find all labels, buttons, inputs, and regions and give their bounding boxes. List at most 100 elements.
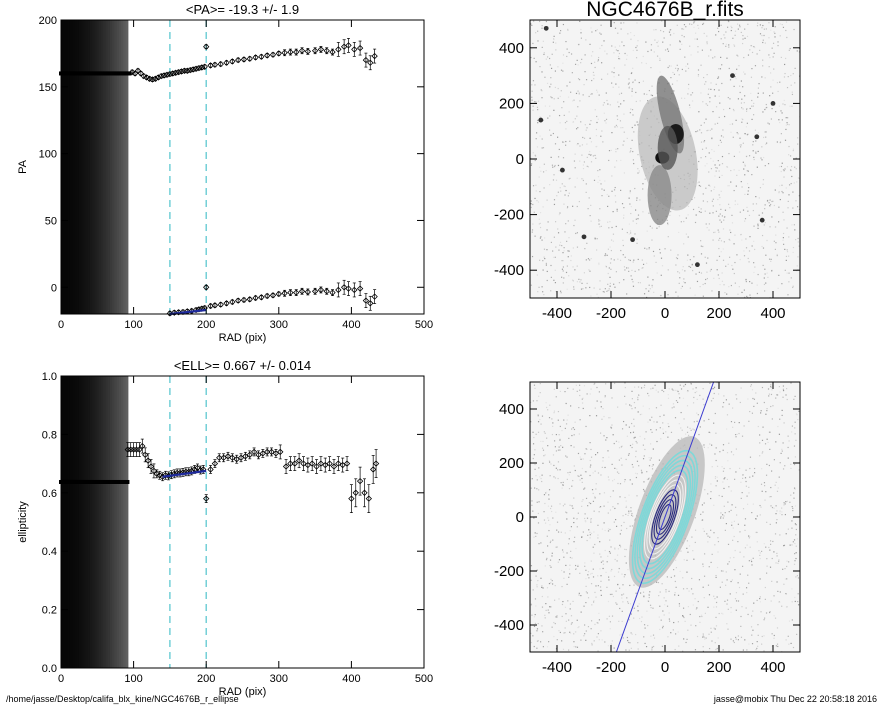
noise-pixel	[557, 477, 559, 480]
noise-pixel	[685, 65, 687, 67]
noise-pixel	[611, 45, 613, 47]
noise-pixel	[797, 600, 799, 603]
noise-pixel	[693, 26, 695, 28]
noise-pixel	[718, 494, 720, 497]
noise-pixel	[637, 399, 639, 401]
noise-pixel	[773, 31, 775, 33]
noise-pixel	[572, 479, 574, 482]
noise-pixel	[701, 148, 704, 150]
noise-pixel	[732, 527, 734, 529]
noise-pixel	[681, 34, 683, 37]
noise-pixel	[716, 269, 718, 271]
noise-pixel	[552, 422, 554, 424]
noise-pixel	[786, 606, 788, 608]
noise-pixel	[604, 396, 606, 399]
noise-pixel	[702, 200, 704, 202]
noise-pixel	[689, 427, 691, 429]
noise-pixel	[588, 502, 590, 504]
noise-pixel	[579, 20, 581, 23]
noise-pixel	[541, 25, 543, 27]
noise-pixel	[562, 600, 564, 603]
noise-pixel	[590, 220, 592, 222]
noise-pixel	[764, 268, 766, 270]
noise-pixel	[610, 239, 613, 241]
noise-pixel	[706, 35, 708, 37]
noise-pixel	[729, 467, 731, 470]
noise-pixel	[704, 256, 706, 258]
noise-pixel	[617, 258, 619, 260]
noise-pixel	[646, 93, 648, 96]
noise-pixel	[533, 211, 535, 213]
noise-pixel	[557, 469, 559, 471]
noise-pixel	[555, 616, 557, 618]
noise-pixel	[598, 639, 600, 641]
noise-pixel	[535, 184, 537, 186]
noise-pixel	[750, 384, 753, 386]
noise-pixel	[776, 519, 778, 521]
noise-pixel	[543, 187, 545, 189]
noise-pixel	[682, 397, 685, 399]
noise-pixel	[675, 291, 677, 293]
noise-pixel	[541, 625, 543, 627]
noise-pixel	[721, 163, 724, 165]
noise-pixel	[609, 417, 611, 419]
noise-pixel	[542, 40, 544, 42]
noise-pixel	[635, 592, 637, 594]
noise-pixel	[749, 546, 751, 548]
noise-pixel	[783, 170, 785, 172]
noise-pixel	[539, 135, 541, 137]
noise-pixel	[788, 255, 790, 257]
noise-pixel	[685, 70, 687, 72]
noise-pixel	[748, 186, 750, 189]
noise-pixel	[662, 625, 664, 627]
x-tick-label: -200	[596, 305, 626, 322]
noise-pixel	[746, 591, 748, 594]
noise-pixel	[659, 57, 661, 59]
noise-pixel	[792, 517, 794, 519]
noise-pixel	[772, 200, 774, 202]
noise-pixel	[721, 514, 724, 516]
noise-pixel	[642, 458, 645, 460]
noise-pixel	[660, 294, 662, 297]
noise-pixel	[559, 425, 561, 428]
noise-pixel	[563, 203, 565, 205]
noise-pixel	[536, 569, 538, 571]
noise-pixel	[650, 457, 652, 459]
noise-pixel	[769, 566, 772, 568]
noise-pixel	[633, 131, 635, 133]
noise-pixel	[732, 37, 734, 39]
noise-pixel	[593, 600, 595, 602]
noise-pixel	[744, 174, 746, 176]
noise-pixel	[731, 521, 733, 523]
noise-pixel	[537, 109, 539, 111]
noise-pixel	[607, 450, 609, 452]
noise-pixel	[762, 111, 764, 113]
noise-pixel	[533, 384, 536, 386]
noise-pixel	[625, 58, 628, 60]
noise-pixel	[570, 91, 572, 93]
noise-pixel	[547, 517, 549, 519]
noise-pixel	[743, 255, 746, 257]
noise-pixel	[613, 189, 616, 191]
noise-pixel	[596, 91, 599, 93]
noise-pixel	[763, 34, 765, 37]
noise-pixel	[643, 624, 646, 626]
noise-pixel	[601, 418, 603, 420]
noise-pixel	[621, 203, 624, 205]
noise-pixel	[744, 220, 746, 222]
noise-pixel	[619, 607, 621, 610]
noise-pixel	[723, 467, 725, 470]
noise-pixel	[779, 81, 781, 83]
data-point	[158, 72, 165, 80]
noise-pixel	[623, 131, 625, 133]
noise-pixel	[535, 605, 537, 607]
noise-pixel	[551, 510, 553, 513]
noise-pixel	[548, 489, 551, 491]
noise-pixel	[609, 528, 611, 531]
noise-pixel	[744, 95, 746, 97]
noise-pixel	[627, 568, 629, 571]
noise-pixel	[581, 144, 584, 146]
noise-pixel	[596, 121, 598, 124]
noise-pixel	[668, 425, 670, 428]
noise-pixel	[563, 577, 565, 579]
